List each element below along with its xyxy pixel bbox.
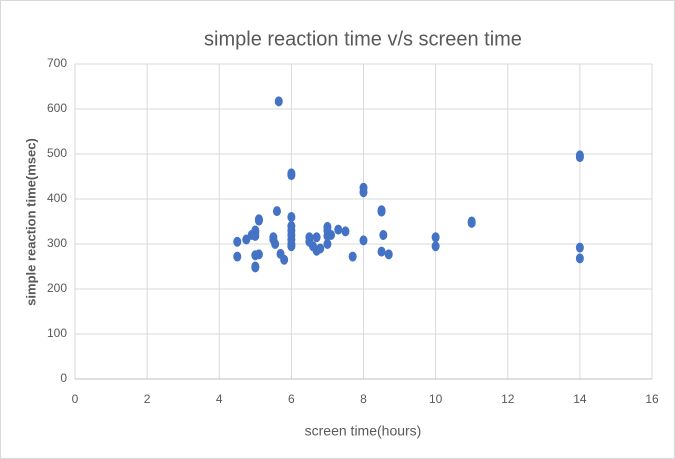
y-tick-label: 300 bbox=[47, 236, 67, 250]
x-tick-label: 8 bbox=[360, 392, 367, 406]
x-tick-label: 14 bbox=[573, 392, 587, 406]
point bbox=[377, 246, 386, 257]
point bbox=[254, 249, 263, 260]
point bbox=[316, 243, 325, 254]
point bbox=[334, 224, 343, 235]
point bbox=[341, 226, 350, 237]
point bbox=[251, 262, 260, 273]
point bbox=[233, 236, 242, 247]
point bbox=[379, 230, 388, 240]
point bbox=[287, 212, 296, 222]
point bbox=[431, 241, 440, 252]
point bbox=[251, 230, 260, 241]
x-axis-label: screen time(hours) bbox=[305, 423, 422, 439]
x-tick-label: 16 bbox=[645, 392, 659, 406]
y-tick-label: 100 bbox=[47, 326, 67, 340]
y-tick-label: 600 bbox=[47, 101, 67, 115]
point bbox=[359, 187, 368, 198]
y-tick-label: 500 bbox=[47, 146, 67, 160]
point bbox=[272, 206, 281, 217]
point bbox=[575, 242, 584, 253]
point bbox=[384, 249, 393, 260]
point bbox=[348, 251, 357, 262]
y-tick-label: 400 bbox=[47, 191, 67, 205]
x-tick-label: 4 bbox=[216, 392, 223, 406]
x-tick-label: 12 bbox=[501, 392, 515, 406]
point bbox=[233, 251, 242, 262]
point bbox=[271, 239, 280, 249]
point bbox=[327, 230, 336, 240]
point bbox=[575, 152, 584, 163]
x-tick-label: 10 bbox=[429, 392, 443, 406]
x-tick-label: 0 bbox=[72, 392, 79, 406]
x-tick-label: 2 bbox=[144, 392, 151, 406]
point bbox=[274, 96, 283, 107]
point bbox=[377, 206, 386, 217]
y-tick-label: 0 bbox=[60, 371, 67, 385]
point bbox=[287, 170, 296, 181]
point bbox=[467, 217, 476, 228]
point bbox=[359, 235, 368, 246]
point bbox=[575, 253, 584, 264]
point bbox=[287, 241, 296, 252]
chart-title: simple reaction time v/s screen time bbox=[204, 28, 522, 50]
point bbox=[254, 214, 263, 225]
point bbox=[323, 239, 332, 249]
y-tick-label: 200 bbox=[47, 281, 67, 295]
point bbox=[312, 232, 321, 243]
point bbox=[280, 254, 289, 265]
y-tick-label: 700 bbox=[47, 56, 67, 70]
point bbox=[431, 232, 440, 243]
x-tick-label: 6 bbox=[288, 392, 295, 406]
y-axis-label: simple reaction time(msec) bbox=[23, 138, 38, 306]
